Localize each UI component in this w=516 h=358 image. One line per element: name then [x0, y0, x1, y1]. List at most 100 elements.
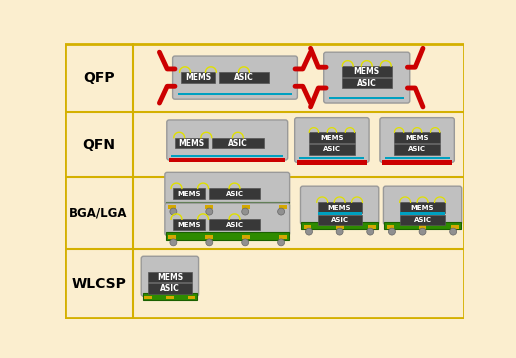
- Text: MEMS: MEMS: [328, 205, 351, 211]
- FancyBboxPatch shape: [383, 186, 462, 225]
- Bar: [394, 144, 440, 155]
- FancyBboxPatch shape: [380, 118, 454, 162]
- Text: QFN: QFN: [82, 137, 115, 151]
- Circle shape: [170, 208, 177, 215]
- Bar: [297, 160, 367, 165]
- Bar: [299, 157, 364, 159]
- Circle shape: [389, 228, 395, 235]
- Text: MEMS: MEMS: [178, 191, 201, 197]
- Bar: [148, 272, 191, 282]
- Bar: [384, 222, 461, 229]
- Text: MEMS: MEMS: [185, 73, 211, 82]
- Bar: [178, 93, 292, 95]
- Bar: [317, 202, 362, 213]
- Text: MEMS: MEMS: [157, 272, 183, 281]
- Bar: [143, 293, 197, 300]
- Bar: [279, 205, 286, 208]
- Text: ASIC: ASIC: [357, 78, 377, 87]
- Bar: [384, 157, 449, 159]
- Bar: [342, 78, 392, 88]
- FancyBboxPatch shape: [324, 52, 410, 103]
- Circle shape: [278, 208, 285, 215]
- Bar: [342, 66, 392, 77]
- Bar: [303, 225, 311, 228]
- Bar: [400, 215, 445, 226]
- Bar: [168, 205, 176, 208]
- Bar: [188, 296, 196, 299]
- Bar: [168, 236, 176, 239]
- Bar: [418, 225, 426, 228]
- Bar: [212, 138, 264, 149]
- Bar: [181, 72, 215, 83]
- Bar: [205, 205, 213, 208]
- FancyBboxPatch shape: [173, 56, 297, 99]
- Text: ASIC: ASIC: [225, 191, 244, 197]
- FancyBboxPatch shape: [141, 256, 199, 296]
- Bar: [309, 144, 354, 155]
- Text: BGA/LGA: BGA/LGA: [69, 207, 128, 219]
- Bar: [205, 236, 213, 239]
- Bar: [279, 236, 286, 239]
- Bar: [317, 212, 362, 215]
- Bar: [400, 212, 445, 215]
- Bar: [175, 138, 208, 149]
- Text: MEMS: MEMS: [411, 205, 434, 211]
- Text: ASIC: ASIC: [408, 146, 426, 152]
- Circle shape: [419, 228, 426, 235]
- Bar: [368, 225, 376, 228]
- Text: ASIC: ASIC: [228, 139, 248, 147]
- Bar: [451, 225, 459, 228]
- Text: ASIC: ASIC: [225, 222, 244, 228]
- Bar: [329, 97, 405, 99]
- Circle shape: [241, 208, 249, 215]
- Bar: [148, 283, 191, 294]
- FancyBboxPatch shape: [295, 118, 369, 162]
- Circle shape: [206, 239, 213, 246]
- Text: ASIC: ASIC: [413, 217, 431, 223]
- FancyBboxPatch shape: [165, 203, 289, 236]
- Text: ASIC: ASIC: [331, 217, 349, 223]
- Text: WLCSP: WLCSP: [71, 277, 126, 291]
- Bar: [166, 202, 289, 209]
- Text: MEMS: MEMS: [406, 135, 429, 141]
- Bar: [382, 160, 452, 165]
- Text: MEMS: MEMS: [179, 139, 205, 147]
- Text: MEMS: MEMS: [353, 67, 380, 76]
- Bar: [209, 219, 260, 230]
- Circle shape: [241, 239, 249, 246]
- Bar: [336, 225, 344, 228]
- FancyBboxPatch shape: [165, 172, 289, 205]
- Bar: [171, 155, 283, 157]
- Bar: [242, 205, 250, 208]
- Bar: [242, 236, 250, 239]
- Bar: [169, 158, 285, 162]
- Bar: [386, 225, 394, 228]
- Bar: [317, 215, 362, 226]
- Text: ASIC: ASIC: [323, 146, 341, 152]
- Circle shape: [336, 228, 343, 235]
- Circle shape: [170, 239, 177, 246]
- Bar: [166, 232, 289, 240]
- Text: MEMS: MEMS: [320, 135, 344, 141]
- FancyBboxPatch shape: [167, 120, 288, 160]
- Bar: [219, 72, 269, 83]
- Bar: [166, 296, 174, 299]
- Text: ASIC: ASIC: [160, 284, 180, 293]
- Circle shape: [206, 208, 213, 215]
- FancyBboxPatch shape: [300, 186, 379, 225]
- Text: QFP: QFP: [83, 71, 115, 84]
- Circle shape: [305, 228, 313, 235]
- Circle shape: [449, 228, 457, 235]
- Bar: [309, 132, 354, 143]
- Text: ASIC: ASIC: [234, 73, 254, 82]
- Bar: [144, 296, 152, 299]
- Text: MEMS: MEMS: [178, 222, 201, 228]
- Bar: [173, 189, 205, 199]
- Bar: [394, 132, 440, 143]
- Bar: [400, 202, 445, 213]
- Bar: [173, 219, 205, 230]
- Circle shape: [278, 239, 285, 246]
- Circle shape: [367, 228, 374, 235]
- Bar: [301, 222, 378, 229]
- Bar: [209, 189, 260, 199]
